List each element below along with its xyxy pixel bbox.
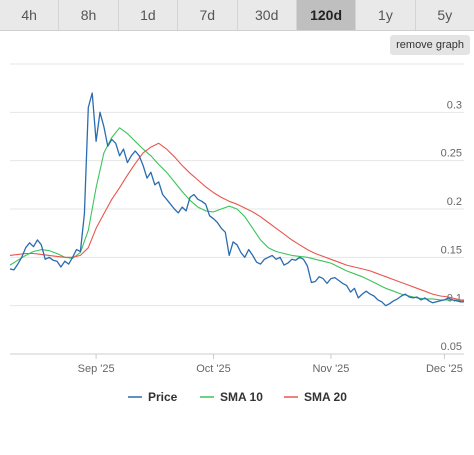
- remove-graph-button[interactable]: remove graph: [390, 35, 470, 55]
- tab-1y[interactable]: 1y: [356, 0, 416, 30]
- tab-5y[interactable]: 5y: [437, 7, 453, 23]
- series-lines: [9, 92, 465, 307]
- tab-8h[interactable]: 8h: [59, 0, 119, 30]
- tab-120d[interactable]: 120d: [296, 0, 357, 30]
- x-tick-label: Dec '25: [426, 363, 463, 375]
- x-tick-label: Nov '25: [312, 363, 349, 375]
- grid-lines: [10, 63, 464, 355]
- legend-label-sma-20: SMA 20: [304, 390, 347, 404]
- timeframe-tabs: 4h 8h 1d 7d 30d 120d 1y 5y: [0, 0, 474, 31]
- legend-label-price: Price: [148, 390, 178, 404]
- x-tick-label: Sep '25: [78, 363, 115, 375]
- y-tick-label: 0.25: [441, 148, 462, 160]
- legend-label-sma-10: SMA 10: [220, 390, 263, 404]
- tab-1d[interactable]: 1d: [119, 0, 179, 30]
- series-line-price: [9, 92, 464, 307]
- y-tick-label: 0.15: [441, 244, 462, 256]
- tab-7d[interactable]: 7d: [178, 0, 238, 30]
- series-line-sma-10: [9, 127, 464, 301]
- tab-4h[interactable]: 4h: [0, 0, 60, 30]
- x-tick-label: Oct '25: [196, 363, 231, 375]
- y-tick-label: 0.05: [441, 341, 462, 353]
- tab-30d[interactable]: 30d: [238, 0, 297, 30]
- y-tick-label: 0.3: [447, 99, 462, 111]
- legend: Price SMA 10 SMA 20: [128, 390, 347, 404]
- series-line-sma-20: [9, 142, 465, 302]
- y-tick-label: 0.2: [447, 196, 462, 208]
